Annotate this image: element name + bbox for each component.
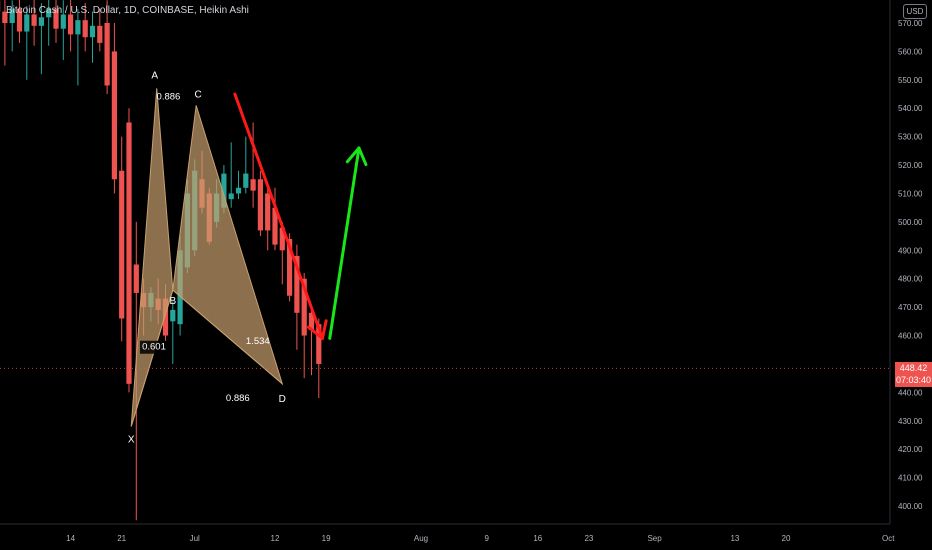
y-tick-label: 510.00 (898, 189, 923, 198)
y-tick-label: 540.00 (898, 104, 923, 113)
bullish-projection-arrowhead (345, 146, 361, 164)
candle-up[interactable] (243, 173, 249, 188)
x-tick-label: Aug (414, 534, 428, 543)
x-tick-label: 23 (584, 534, 593, 543)
bearish-projection-arrow[interactable] (233, 92, 324, 340)
candle-up[interactable] (38, 17, 44, 26)
ratio-label: 0.886 (157, 92, 181, 103)
pattern-point-b: B (169, 296, 176, 307)
x-tick-label: 16 (533, 534, 542, 543)
x-tick-label: 12 (271, 534, 280, 543)
candle-down[interactable] (82, 20, 88, 38)
pattern-point-x: X (128, 434, 135, 445)
bearish-projection-arrowhead (320, 319, 328, 340)
y-tick-label: 410.00 (898, 474, 923, 483)
y-tick-label: 560.00 (898, 47, 923, 56)
x-tick-label: 20 (782, 534, 791, 543)
bar-countdown: 07:03:40 (895, 375, 932, 385)
candle-up[interactable] (9, 8, 15, 23)
candle-up[interactable] (46, 8, 52, 18)
x-tick-label: 21 (117, 534, 126, 543)
pattern-leg-xb (130, 289, 174, 427)
candle-down[interactable] (2, 11, 8, 23)
y-tick-label: 430.00 (898, 417, 923, 426)
ratio-label: 0.601 (142, 342, 166, 353)
candle-up[interactable] (89, 25, 96, 38)
y-tick-label: 400.00 (898, 502, 923, 511)
pattern-point-a: A (151, 70, 158, 81)
candle-down[interactable] (316, 324, 322, 364)
ratio-label: 0.886 (226, 393, 250, 404)
y-tick-label: 470.00 (898, 303, 923, 312)
y-tick-label: 460.00 (898, 332, 923, 341)
candle-down[interactable] (68, 14, 74, 35)
candle-down[interactable] (265, 193, 271, 231)
x-tick-label: Jul (190, 534, 200, 543)
candle-down[interactable] (133, 264, 139, 293)
y-tick-label: 500.00 (898, 218, 923, 227)
chart-header: Bitcoin Cash / U.S. Dollar, 1D, COINBASE… (6, 5, 249, 16)
candle-down[interactable] (308, 312, 315, 330)
candle-up[interactable] (221, 173, 227, 208)
pattern-point-d: D (279, 394, 286, 405)
symbol-title[interactable]: Bitcoin Cash / U.S. Dollar, 1D, COINBASE… (6, 5, 249, 16)
pattern-point-c: C (195, 89, 202, 100)
candle-up[interactable] (235, 187, 242, 194)
x-tick-label: Sep (647, 534, 662, 543)
y-tick-label: 520.00 (898, 161, 923, 170)
x-tick-label: 9 (484, 534, 489, 543)
x-tick-label: 14 (66, 534, 75, 543)
ratio-label-bg (139, 340, 168, 354)
candle-down[interactable] (257, 179, 263, 231)
y-tick-label: 440.00 (898, 388, 923, 397)
candle-down[interactable] (31, 14, 37, 26)
candle-down[interactable] (97, 25, 103, 43)
candle-down[interactable] (104, 23, 110, 86)
candle-down[interactable] (162, 298, 169, 336)
x-tick-label: 13 (730, 534, 739, 543)
candle-up[interactable] (170, 309, 176, 322)
candle-down[interactable] (119, 170, 125, 319)
candle-down[interactable] (294, 255, 300, 313)
candle-down[interactable] (111, 51, 117, 180)
candle-up[interactable] (228, 193, 234, 200)
candle-down[interactable] (287, 238, 293, 296)
y-tick-label: 490.00 (898, 246, 923, 255)
candle-down[interactable] (250, 179, 256, 191)
last-price-label: 448.42 07:03:40 (895, 362, 932, 387)
candle-up[interactable] (60, 14, 66, 29)
last-price-value: 448.42 (899, 363, 928, 373)
ratio-label: 1.534 (246, 336, 270, 347)
y-tick-label: 570.00 (898, 19, 923, 28)
candle-down[interactable] (16, 8, 23, 32)
candle-up[interactable] (75, 20, 81, 35)
candle-down[interactable] (126, 122, 132, 384)
currency-badge[interactable]: USD (903, 4, 927, 19)
candle-down[interactable] (53, 8, 59, 29)
y-tick-label: 530.00 (898, 133, 923, 142)
bullish-projection-arrow[interactable] (328, 146, 361, 340)
candle-down[interactable] (301, 278, 307, 336)
x-tick-label: Oct (882, 534, 895, 543)
pattern-triangle-xab[interactable] (130, 88, 174, 427)
y-tick-label: 550.00 (898, 76, 923, 85)
candle-down[interactable] (279, 227, 285, 251)
bearish-projection-arrowhead (306, 325, 324, 340)
bullish-projection-arrowhead (357, 146, 368, 167)
x-tick-label: 19 (322, 534, 331, 543)
candle-up[interactable] (24, 14, 30, 32)
candle-down[interactable] (272, 207, 278, 245)
y-tick-label: 420.00 (898, 445, 923, 454)
y-tick-label: 480.00 (898, 275, 923, 284)
